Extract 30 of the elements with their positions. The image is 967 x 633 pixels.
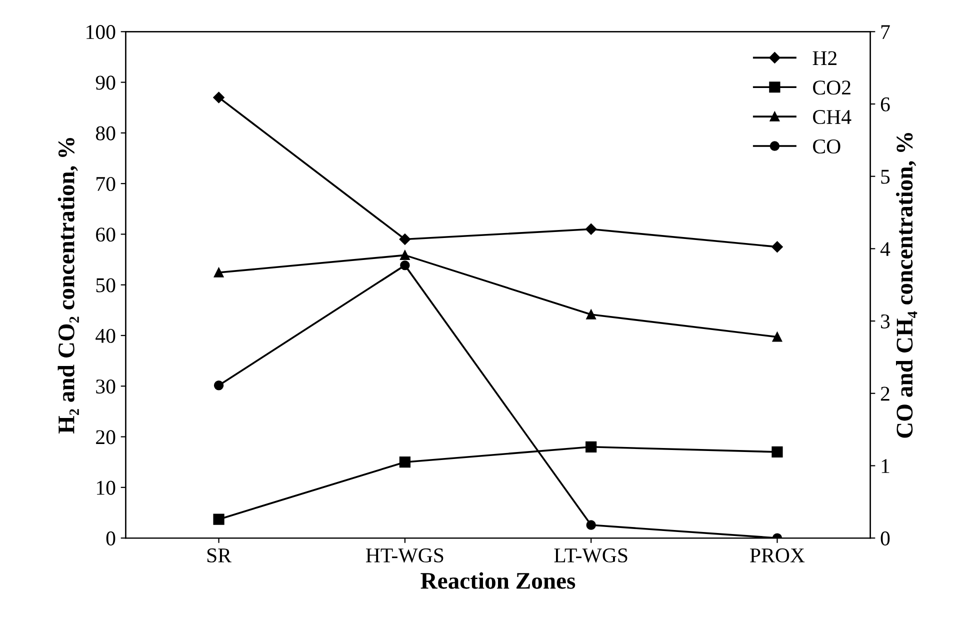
legend-label: CO2 — [813, 80, 850, 95]
x-tick-label: LT-WGS — [554, 548, 628, 563]
y2-tick-label: 6 — [880, 97, 890, 112]
y-tick-label: 20 — [96, 430, 116, 444]
y2-tick-label: 1 — [882, 459, 890, 473]
y-tick-label: 100 — [86, 25, 116, 40]
x-tick-label: SR — [207, 548, 232, 562]
y-axis-title: H₂ and CO₂ concentration, % — [58, 138, 79, 434]
legend-label: CH4 — [813, 110, 852, 124]
y2-tick-label: 0 — [880, 531, 890, 546]
legend-label: CO — [813, 140, 840, 154]
y2-tick-label: 4 — [880, 242, 890, 256]
legend-label: H2 — [812, 51, 837, 65]
y2-tick-label: 7 — [881, 25, 890, 39]
y-tick-label: 90 — [96, 76, 116, 90]
y-tick-label: 40 — [96, 328, 116, 343]
x-tick-label: HT-WGS — [366, 548, 444, 563]
x-tick-label: PROX — [750, 548, 805, 562]
y-tick-label: 60 — [96, 228, 116, 242]
y-tick-label: 30 — [96, 380, 116, 394]
y-tick-label: 10 — [96, 480, 116, 495]
y-tick-label: 80 — [96, 126, 116, 140]
y2-tick-label: 3 — [881, 314, 890, 328]
x-axis-title: Reaction Zones — [420, 572, 576, 589]
y-tick-label: 70 — [96, 176, 116, 192]
y2-tick-label: 5 — [881, 170, 890, 184]
y-tick-label: 0 — [106, 531, 116, 546]
y-tick-label: 50 — [96, 278, 116, 292]
y2-tick-label: 2 — [880, 386, 890, 401]
y2-axis-title: CO and CH₄ concentration, % — [896, 133, 918, 438]
